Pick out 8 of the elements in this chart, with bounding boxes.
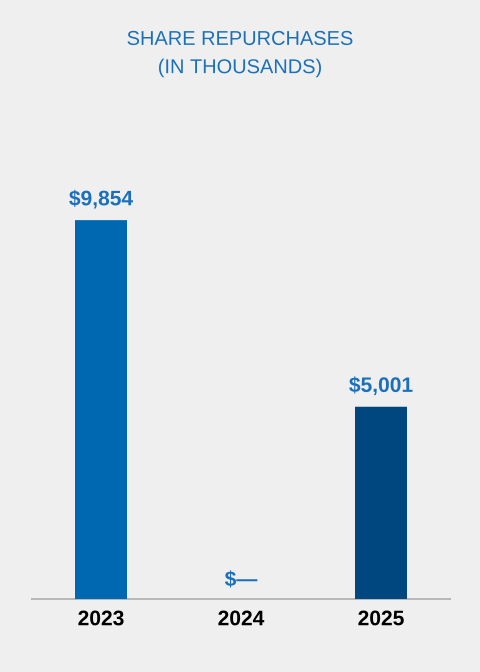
x-tick-label: 2024 (218, 610, 264, 626)
data-label: $5,001 (349, 376, 413, 396)
x-tick-label: 2023 (78, 610, 124, 626)
data-label: $— (224, 570, 258, 588)
chart-subtitle: (IN THOUSANDS) (159, 58, 321, 78)
chart-title: SHARE REPURCHASES (128, 30, 352, 46)
data-label: $9,854 (69, 190, 133, 209)
x-tick-label: 2025 (358, 610, 404, 626)
